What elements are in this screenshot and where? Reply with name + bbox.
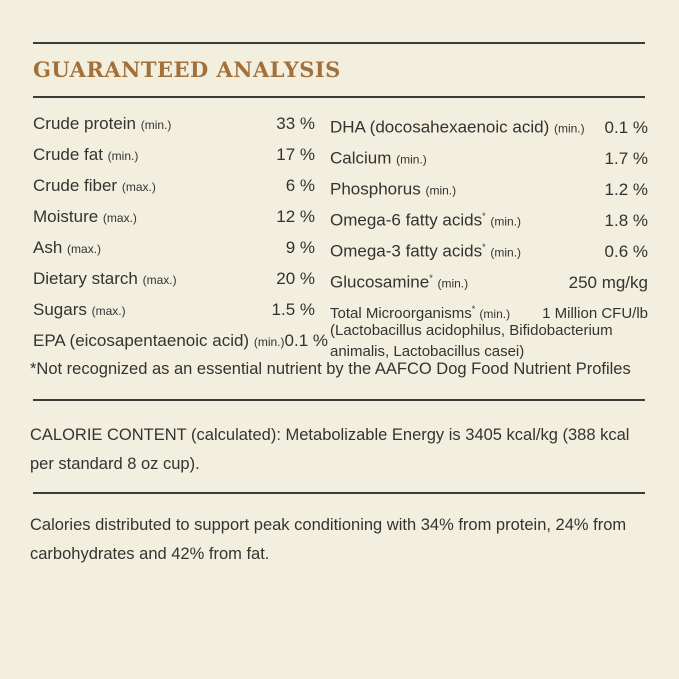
nutrient-label: Phosphorus (min.) (330, 170, 456, 207)
nutrient-label: Total Microorganisms* (min.) (330, 299, 510, 325)
nutrient-name: Phosphorus (330, 179, 421, 199)
microorganisms-detail: (Lactobacillus acidophilus, Bifidobacter… (330, 322, 613, 360)
nutrient-row: Crude protein (min.) 33 % (33, 108, 315, 139)
asterisk: * (429, 273, 433, 283)
nutrient-label: Ash (max.) (33, 232, 101, 265)
divider (33, 492, 645, 494)
nutrient-label: Moisture (max.) (33, 201, 137, 234)
nutrient-row: Total Microorganisms* (min.) 1 Million CF… (330, 299, 648, 322)
nutrient-label: Calcium (min.) (330, 139, 427, 176)
nutrient-row: Moisture (max.) 12 % (33, 201, 315, 232)
nutrient-label: Glucosamine* (min.) (330, 263, 468, 300)
nutrient-value: 250 mg/kg (568, 272, 648, 292)
nutrient-qualifier: (min.) (490, 245, 522, 260)
nutrient-name: Crude protein (33, 114, 137, 133)
nutrient-label: Dietary starch (max.) (33, 263, 177, 296)
nutrient-name: DHA (docosahexaenoic acid) (330, 117, 550, 137)
nutrient-qualifier: (min.) (490, 214, 522, 229)
asterisk: * (471, 304, 476, 314)
nutrient-qualifier: (min.) (253, 335, 285, 349)
nutrient-name: Total Microorganisms (330, 305, 472, 322)
calorie-content: CALORIE CONTENT (calculated): Metaboliza… (30, 426, 630, 473)
nutrient-label: Omega-3 fatty acids* (min.) (330, 232, 521, 269)
nutrient-row: Calcium (min.) 1.7 % (330, 139, 648, 170)
analysis-left-column: Crude protein (min.) 33 % Crude fat (min.)… (33, 108, 328, 358)
section-title: GUARANTEED ANALYSIS (33, 57, 341, 82)
nutrient-value: 1 Million CFU/lb (542, 305, 648, 322)
nutrient-name: EPA (eicosapentaenoic acid) (33, 331, 250, 350)
nutrient-name: Ash (33, 238, 63, 257)
nutrient-qualifier: (min.) (140, 118, 172, 132)
nutrient-name: Omega-6 fatty acids (330, 210, 483, 230)
divider (33, 399, 645, 401)
nutrient-label: Crude protein (min.) (33, 108, 171, 141)
nutrient-value: 1.5 % (271, 300, 315, 319)
nutrient-value: 0.6 % (604, 241, 648, 261)
nutrient-qualifier: (max.) (91, 304, 126, 318)
nutrient-qualifier: (min.) (396, 152, 427, 167)
nutrient-value: 9 % (285, 238, 315, 257)
nutrient-label: Crude fat (min.) (33, 139, 138, 172)
nutrient-row: Omega-3 fatty acids* (min.) 0.6 % (330, 232, 648, 263)
nutrient-value: 20 % (276, 269, 315, 288)
nutrient-value: 0.1 % (604, 117, 648, 137)
nutrient-name: Omega-3 fatty acids (330, 241, 483, 261)
nutrient-row: Crude fiber (max.) 6 % (33, 170, 315, 201)
nutrient-qualifier: (max.) (67, 242, 102, 256)
nutrient-name: Glucosamine (330, 272, 430, 292)
nutrient-value: 17 % (276, 145, 315, 164)
nutrient-name: Sugars (33, 300, 87, 319)
nutrient-qualifier: (min.) (425, 183, 457, 198)
nutrient-row: DHA (docosahexaenoic acid) (min.) 0.1 % (330, 108, 648, 139)
nutrient-row: Ash (max.) 9 % (33, 232, 315, 263)
nutrient-row: Phosphorus (min.) 1.2 % (330, 170, 648, 201)
nutrient-row: EPA (eicosapentaenoic acid) (min.) 0.1 % (33, 325, 328, 358)
nutrient-name: Calcium (330, 148, 392, 168)
nutrient-row: Omega-6 fatty acids* (min.) 1.8 % (330, 201, 648, 232)
nutrient-label: EPA (eicosapentaenoic acid) (min.) (33, 325, 285, 358)
nutrient-qualifier: (max.) (102, 211, 137, 225)
calorie-distribution: Calories distributed to support peak con… (30, 516, 627, 563)
nutrient-qualifier: (min.) (553, 121, 585, 136)
nutrient-value: 33 % (276, 114, 315, 133)
nutrient-row: Sugars (max.) 1.5 % (33, 294, 315, 325)
analysis-right-column: DHA (docosahexaenoic acid) (min.) 0.1 % Ca… (330, 108, 648, 362)
nutrient-label: Omega-6 fatty acids* (min.) (330, 201, 521, 238)
footnote: *Not recognized as an essential nutrient… (30, 360, 631, 378)
nutrient-row: Crude fat (min.) 17 % (33, 139, 315, 170)
nutrient-value: 1.2 % (604, 179, 648, 199)
nutrient-qualifier: (max.) (121, 180, 156, 194)
asterisk: * (482, 242, 486, 252)
title-divider (33, 96, 645, 98)
asterisk: * (482, 211, 486, 221)
nutrient-row: Dietary starch (max.) 20 % (33, 263, 315, 294)
nutrient-value: 6 % (285, 176, 315, 195)
top-divider (33, 42, 645, 44)
nutrient-qualifier: (min.) (479, 307, 511, 321)
nutrient-qualifier: (max.) (142, 273, 177, 287)
nutrient-value: 1.7 % (604, 148, 648, 168)
nutrient-qualifier: (min.) (107, 149, 139, 163)
nutrient-label: Sugars (max.) (33, 294, 126, 327)
nutrient-qualifier: (min.) (437, 276, 469, 291)
nutrient-row: Glucosamine* (min.) 250 mg/kg (330, 263, 648, 294)
nutrient-label: DHA (docosahexaenoic acid) (min.) (330, 108, 585, 145)
nutrient-name: Dietary starch (33, 269, 138, 288)
nutrient-value: 0.1 % (284, 331, 328, 350)
nutrient-label: Crude fiber (max.) (33, 170, 156, 203)
nutrient-name: Crude fat (33, 145, 103, 164)
nutrient-name: Crude fiber (33, 176, 118, 195)
nutrient-value: 12 % (276, 207, 315, 226)
nutrient-name: Moisture (33, 207, 99, 226)
nutrient-value: 1.8 % (604, 210, 648, 230)
